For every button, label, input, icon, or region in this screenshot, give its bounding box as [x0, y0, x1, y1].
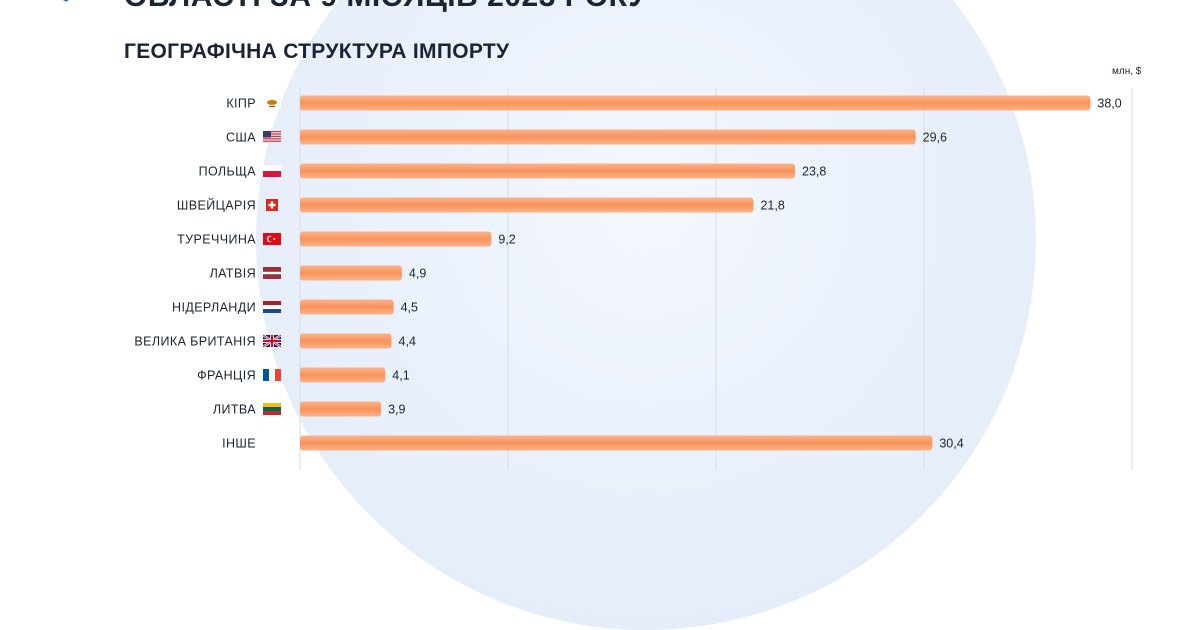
page-heading: ОБЛАСТІ ЗА 9 МІСЯЦІВ 2023 РОКУ: [124, 0, 647, 14]
bar: [300, 197, 754, 213]
value-label: 21,8: [760, 199, 784, 213]
category-label: КІПР: [226, 97, 256, 111]
value-label: 4,1: [392, 369, 409, 383]
category-label: ЛАТВІЯ: [210, 267, 256, 281]
bar: [300, 401, 382, 417]
bar: [300, 265, 402, 281]
value-label: 3,9: [388, 403, 405, 417]
france-flag-icon: [263, 369, 281, 381]
value-label: 4,4: [399, 335, 416, 349]
poland-flag-icon: [263, 165, 281, 177]
value-label: 30,4: [939, 437, 963, 451]
value-label: 38,0: [1097, 97, 1121, 111]
category-label: ІНШЕ: [222, 437, 256, 451]
bar: [300, 163, 796, 179]
category-label: США: [226, 131, 256, 145]
turkey-flag-icon: [263, 233, 281, 245]
usa-flag-icon: [263, 131, 281, 143]
category-label: ШВЕЙЦАРІЯ: [177, 198, 256, 213]
bar: [300, 299, 394, 315]
chart-title: ГЕОГРАФІЧНА СТРУКТУРА ІМПОРТУ: [124, 40, 510, 63]
category-label: ПОЛЬЩА: [199, 165, 257, 179]
bar: [300, 231, 492, 247]
value-label: 9,2: [498, 233, 515, 247]
category-label: ТУРЕЧЧИНА: [177, 233, 256, 247]
category-label: ЛИТВА: [213, 403, 256, 417]
category-label: ВЕЛИКА БРИТАНІЯ: [134, 335, 256, 349]
bar: [300, 367, 386, 383]
uk-flag-icon: [262, 334, 282, 348]
switzerland-flag-icon: [266, 199, 278, 211]
unit-label: млн, $: [1112, 66, 1142, 77]
bar: [300, 435, 933, 451]
import-bar-chart: КІПР 38,0 США 29,6 ПОЛЬЩА 23,8 ШВЕЙЦАРІЯ 21,8 ТУ…: [134, 88, 1133, 470]
bar: [300, 95, 1091, 111]
value-label: 4,9: [409, 267, 426, 281]
netherlands-flag-icon: [263, 301, 281, 313]
bar: [300, 333, 392, 349]
value-label: 29,6: [923, 131, 947, 145]
category-label: НІДЕРЛАНДИ: [172, 301, 256, 315]
value-label: 4,5: [401, 301, 418, 315]
latvia-flag-icon: [263, 267, 281, 279]
lithuania-flag-icon: [263, 403, 281, 415]
category-label: ФРАНЦІЯ: [197, 369, 256, 383]
cyprus-flag-icon: [263, 97, 281, 109]
value-label: 23,8: [802, 165, 826, 179]
bar: [300, 129, 916, 145]
